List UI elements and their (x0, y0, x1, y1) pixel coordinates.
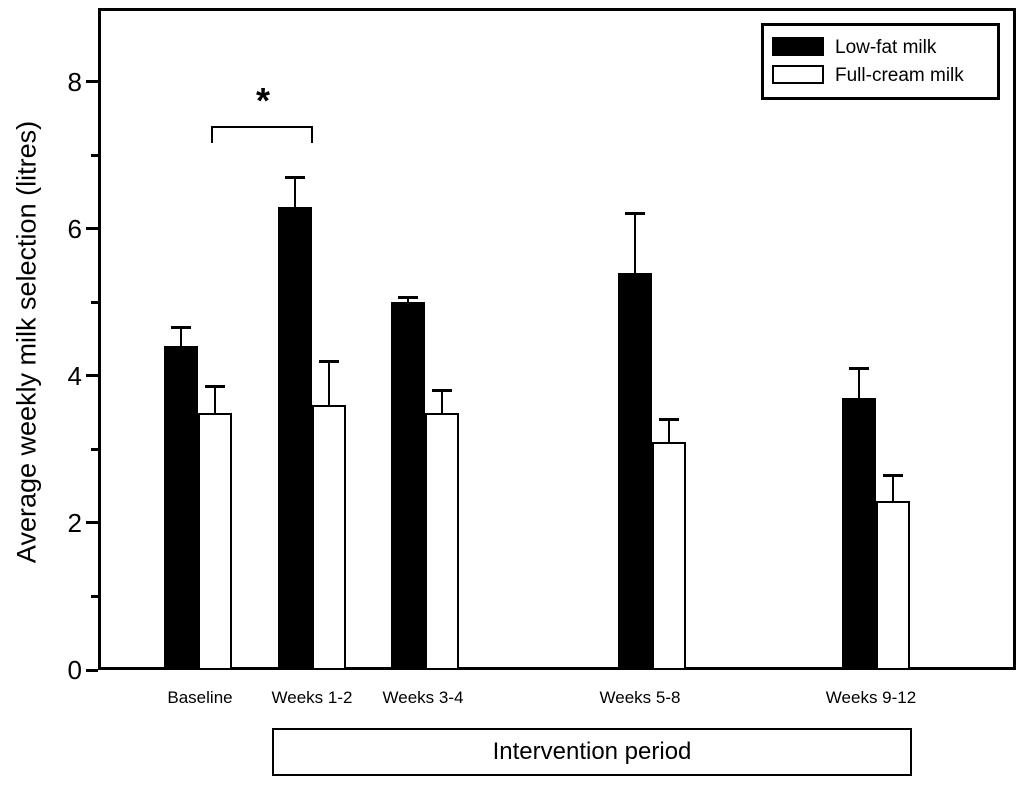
bar-full-cream-milk-weeks-3-4 (425, 412, 459, 670)
bar-full-cream-milk-weeks-9-12 (876, 500, 910, 670)
significance-bracket-right-end (311, 126, 313, 143)
y-minor-tick (91, 300, 98, 304)
legend: Low-fat milk Full-cream milk (761, 23, 1000, 100)
bar-full-cream-milk-weeks-1-2 (312, 405, 346, 670)
x-category-label: Weeks 1-2 (271, 688, 353, 707)
significance-bracket (211, 126, 313, 128)
error-bar-cap (659, 418, 679, 422)
error-bar-line (858, 368, 860, 398)
legend-label-full-cream: Full-cream milk (835, 65, 964, 86)
y-tick-label: 0 (67, 655, 82, 685)
error-bar-line (328, 361, 330, 406)
y-major-tick (86, 227, 98, 231)
y-major-tick (86, 80, 98, 84)
error-bar-cap (205, 385, 225, 389)
x-category-label: Weeks 3-4 (382, 688, 464, 707)
error-bar-cap (285, 175, 305, 179)
x-category-label: Weeks 5-8 (599, 688, 681, 707)
y-tick-label: 4 (67, 360, 82, 391)
error-bar-line (407, 297, 409, 303)
error-bar-cap (432, 388, 452, 392)
x-axis-title: Intervention period (492, 738, 692, 765)
y-major-tick (86, 668, 98, 672)
error-bar-line (668, 419, 670, 442)
error-bar-line (214, 386, 216, 413)
y-minor-tick (91, 447, 98, 451)
bar-low-fat-milk-weeks-3-4 (391, 302, 425, 670)
bar-low-fat-milk-weeks-1-2 (278, 206, 312, 670)
significance-asterisk: * (255, 80, 271, 121)
bar-low-fat-milk-weeks-5-8 (618, 272, 652, 670)
y-major-tick (86, 374, 98, 378)
error-bar-line (294, 177, 296, 207)
x-axis-title-box: Intervention period (272, 728, 912, 776)
error-bar-line (441, 390, 443, 413)
y-major-tick (86, 521, 98, 525)
bar-full-cream-milk-baseline (198, 412, 232, 670)
error-bar-cap (849, 366, 869, 370)
x-category-label: Baseline (167, 688, 233, 707)
y-tick-label: 6 (67, 213, 82, 244)
bar-full-cream-milk-weeks-5-8 (652, 441, 686, 670)
significance-bracket-left-end (211, 126, 213, 143)
legend-swatch-low-fat (772, 37, 824, 56)
error-bar-cap (319, 359, 339, 363)
x-category-label: Weeks 9-12 (825, 688, 917, 707)
y-minor-tick (91, 153, 98, 157)
y-axis-title: Average weekly milk selection (litres) (11, 120, 42, 564)
y-minor-tick (91, 594, 98, 598)
legend-label-low-fat: Low-fat milk (835, 37, 937, 58)
error-bar-cap (625, 212, 645, 216)
error-bar-line (180, 327, 182, 347)
bar-low-fat-milk-weeks-9-12 (842, 397, 876, 670)
bar-low-fat-milk-baseline (164, 346, 198, 670)
y-tick-label: 2 (67, 507, 82, 538)
legend-swatch-full-cream (772, 65, 824, 84)
error-bar-cap (398, 295, 418, 299)
error-bar-cap (171, 326, 191, 330)
error-bar-cap (883, 473, 903, 477)
error-bar-line (634, 213, 636, 273)
y-tick-label: 8 (67, 66, 82, 97)
error-bar-line (892, 475, 894, 501)
